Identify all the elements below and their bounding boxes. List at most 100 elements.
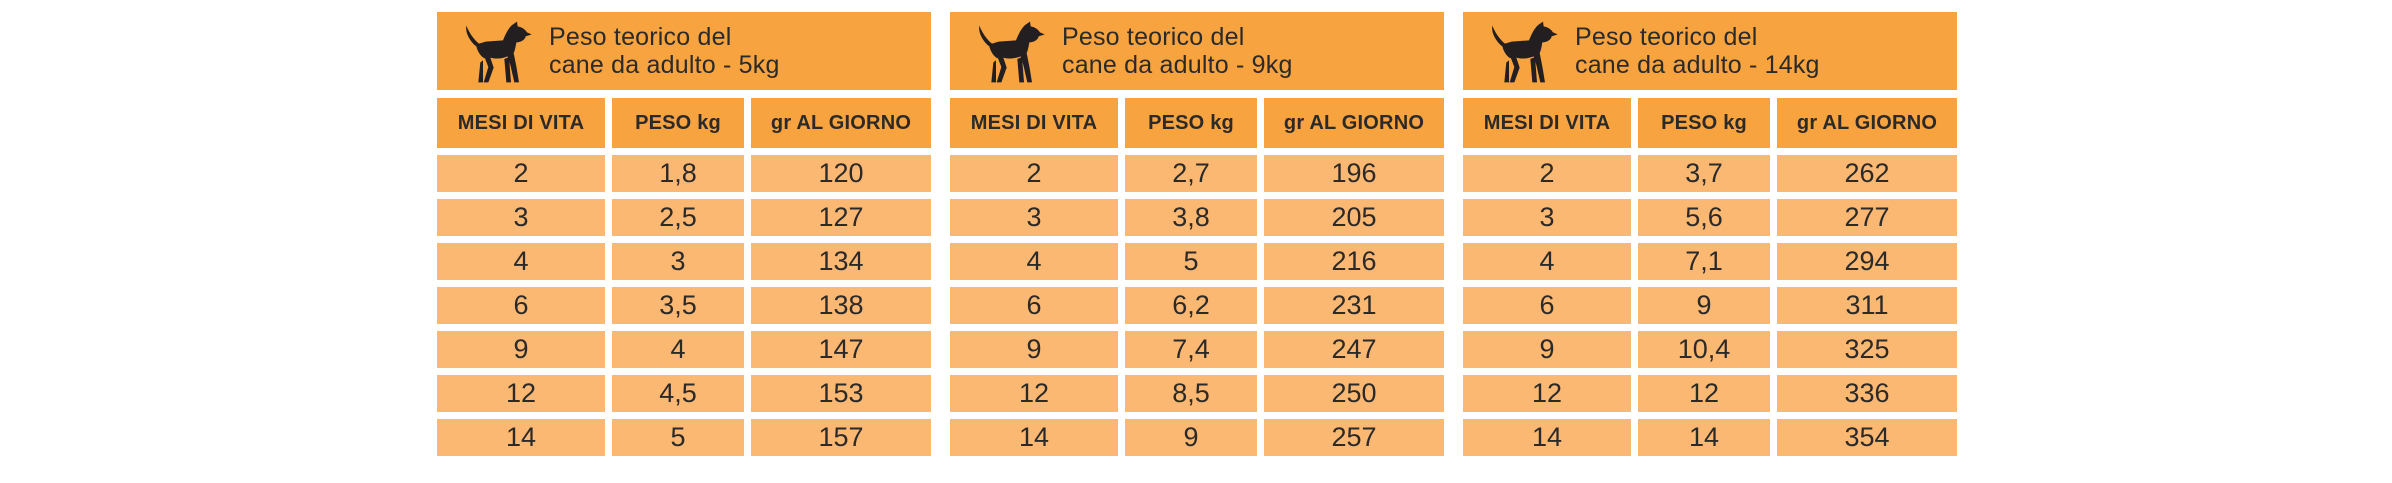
table-title: Peso teorico del cane da adulto - 9kg: [1062, 23, 1293, 79]
table-row: 12 8,5 250: [950, 375, 1444, 412]
table-row: 3 5,6 277: [1463, 199, 1957, 236]
table-cell: 4: [1463, 243, 1631, 280]
column-header-peso-kg: PESO kg: [1125, 98, 1257, 148]
table-cell: 8,5: [1125, 375, 1257, 412]
table-cell: 216: [1264, 243, 1444, 280]
table-cell: 3: [437, 199, 605, 236]
table-cell: 2: [437, 155, 605, 192]
table-cell: 311: [1777, 287, 1957, 324]
table-cell: 231: [1264, 287, 1444, 324]
table-cell: 6: [1463, 287, 1631, 324]
column-header-row: MESI DI VITA PESO kg gr AL GIORNO: [437, 98, 931, 148]
table-cell: 205: [1264, 199, 1444, 236]
table-row: 9 4 147: [437, 331, 931, 368]
table-row: 6 6,2 231: [950, 287, 1444, 324]
table-cell: 336: [1777, 375, 1957, 412]
table-cell: 4: [612, 331, 744, 368]
table-cell: 247: [1264, 331, 1444, 368]
table-cell: 9: [950, 331, 1118, 368]
table-cell: 9: [1463, 331, 1631, 368]
column-header-mesi-di-vita: MESI DI VITA: [437, 98, 605, 148]
table-row: 14 9 257: [950, 419, 1444, 456]
table-cell: 250: [1264, 375, 1444, 412]
table-cell: 5: [1125, 243, 1257, 280]
table-row: 3 3,8 205: [950, 199, 1444, 236]
dog-icon: [1483, 21, 1563, 85]
table-cell: 5: [612, 419, 744, 456]
table-title-band: Peso teorico del cane da adulto - 9kg: [950, 12, 1444, 90]
table-cell: 12: [1463, 375, 1631, 412]
table-title-line2: cane da adulto - 5kg: [549, 51, 780, 79]
table-cell: 4: [950, 243, 1118, 280]
table-cell: 196: [1264, 155, 1444, 192]
table-cell: 6,2: [1125, 287, 1257, 324]
table-cell: 7,1: [1638, 243, 1770, 280]
table-cell: 294: [1777, 243, 1957, 280]
table-title-line2: cane da adulto - 9kg: [1062, 51, 1293, 79]
table-row: 4 3 134: [437, 243, 931, 280]
dog-icon: [457, 21, 537, 85]
table-cell: 2,5: [612, 199, 744, 236]
column-header-row: MESI DI VITA PESO kg gr AL GIORNO: [950, 98, 1444, 148]
table-cell: 3,8: [1125, 199, 1257, 236]
table-cell: 10,4: [1638, 331, 1770, 368]
table-cell: 262: [1777, 155, 1957, 192]
table-cell: 6: [950, 287, 1118, 324]
table-cell: 153: [751, 375, 931, 412]
column-header-gr-al-giorno: gr AL GIORNO: [751, 98, 931, 148]
feeding-table: Peso teorico del cane da adulto - 9kg ME…: [950, 12, 1444, 456]
column-header-peso-kg: PESO kg: [612, 98, 744, 148]
table-cell: 3,5: [612, 287, 744, 324]
table-title-line1: Peso teorico del: [549, 23, 732, 51]
table-row: 14 14 354: [1463, 419, 1957, 456]
table-cell: 6: [437, 287, 605, 324]
feeding-table: Peso teorico del cane da adulto - 14kg M…: [1463, 12, 1957, 456]
table-cell: 12: [950, 375, 1118, 412]
table-cell: 14: [1638, 419, 1770, 456]
table-cell: 157: [751, 419, 931, 456]
table-cell: 257: [1264, 419, 1444, 456]
table-title: Peso teorico del cane da adulto - 14kg: [1575, 23, 1820, 79]
table-cell: 4: [437, 243, 605, 280]
table-title-band: Peso teorico del cane da adulto - 5kg: [437, 12, 931, 90]
table-cell: 12: [437, 375, 605, 412]
table-cell: 138: [751, 287, 931, 324]
table-cell: 9: [1125, 419, 1257, 456]
table-cell: 134: [751, 243, 931, 280]
table-row: 9 7,4 247: [950, 331, 1444, 368]
table-cell: 325: [1777, 331, 1957, 368]
table-cell: 7,4: [1125, 331, 1257, 368]
column-header-gr-al-giorno: gr AL GIORNO: [1264, 98, 1444, 148]
table-cell: 14: [950, 419, 1118, 456]
table-cell: 354: [1777, 419, 1957, 456]
table-row: 6 9 311: [1463, 287, 1957, 324]
table-cell: 1,8: [612, 155, 744, 192]
table-cell: 2: [1463, 155, 1631, 192]
table-cell: 14: [437, 419, 605, 456]
table-title-line1: Peso teorico del: [1062, 23, 1245, 51]
column-header-row: MESI DI VITA PESO kg gr AL GIORNO: [1463, 98, 1957, 148]
table-cell: 3,7: [1638, 155, 1770, 192]
table-cell: 3: [1463, 199, 1631, 236]
table-cell: 3: [612, 243, 744, 280]
table-cell: 9: [1638, 287, 1770, 324]
table-cell: 277: [1777, 199, 1957, 236]
table-row: 4 7,1 294: [1463, 243, 1957, 280]
table-row: 12 4,5 153: [437, 375, 931, 412]
column-header-peso-kg: PESO kg: [1638, 98, 1770, 148]
table-cell: 5,6: [1638, 199, 1770, 236]
table-cell: 127: [751, 199, 931, 236]
table-cell: 3: [950, 199, 1118, 236]
table-row: 2 3,7 262: [1463, 155, 1957, 192]
table-row: 2 2,7 196: [950, 155, 1444, 192]
table-row: 4 5 216: [950, 243, 1444, 280]
table-title-band: Peso teorico del cane da adulto - 14kg: [1463, 12, 1957, 90]
table-cell: 9: [437, 331, 605, 368]
table-cell: 2: [950, 155, 1118, 192]
dog-icon: [970, 21, 1050, 85]
table-row: 9 10,4 325: [1463, 331, 1957, 368]
table-title: Peso teorico del cane da adulto - 5kg: [549, 23, 780, 79]
table-row: 2 1,8 120: [437, 155, 931, 192]
table-title-line2: cane da adulto - 14kg: [1575, 51, 1820, 79]
